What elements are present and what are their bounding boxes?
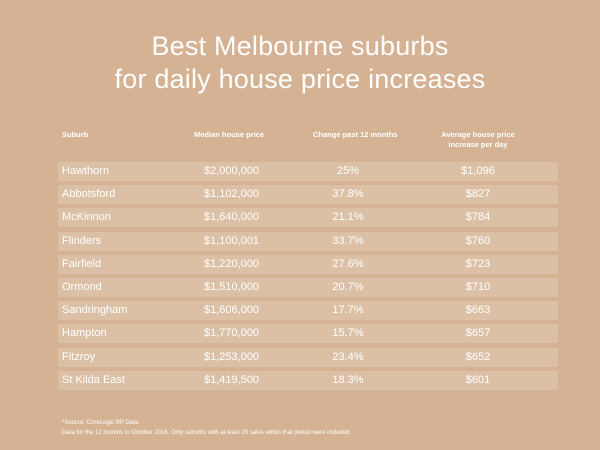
cell-avg-increase: $710: [465, 280, 491, 293]
cell-suburb: Ormond: [62, 280, 102, 293]
header-avg-line-2: increase per day: [448, 140, 508, 149]
cell-suburb: McKinnon: [62, 211, 111, 224]
header-median-price: Median house price: [194, 130, 265, 139]
cell-median-price: $1,510,000: [204, 280, 260, 293]
cell-change: 18.3%: [332, 373, 364, 386]
cell-median-price: $1,100,001: [204, 234, 260, 247]
table-row: Ormond $1,510,000 20.7% $710: [58, 277, 558, 297]
cell-median-price: $1,640,000: [204, 211, 260, 224]
table-row: Hawthorn $2,000,000 25% $1,096: [58, 162, 558, 181]
cell-median-price: $1,220,000: [204, 257, 260, 270]
cell-suburb: Abbotsford: [62, 188, 116, 201]
title-line-1: Best Melbourne suburbs: [151, 31, 449, 61]
footnote-note: Data for the 12 months to October 2016. …: [62, 430, 352, 436]
cell-suburb: Sandringham: [62, 304, 128, 317]
table-row: McKinnon $1,640,000 21.1% $784: [58, 208, 558, 228]
cell-avg-increase: $657: [465, 327, 491, 340]
table-row: Flinders $1,100,001 33.7% $760: [58, 231, 558, 251]
cell-median-price: $2,000,000: [204, 165, 260, 177]
suburb-table: Suburb Median house price Change past 12…: [58, 128, 558, 390]
cell-change: 15.7%: [332, 327, 364, 340]
cell-avg-increase: $827: [465, 188, 491, 201]
cell-suburb: Fairfield: [62, 257, 102, 270]
cell-avg-increase: $652: [465, 350, 491, 363]
table-row: Fitzroy $1,253,000 23.4% $652: [58, 347, 558, 367]
cell-change: 23.4%: [332, 350, 364, 363]
title-line-2: for daily house price increases: [114, 64, 486, 94]
footnote-source: *Source: CoreLogic RP Data: [62, 420, 139, 426]
cell-avg-increase: $663: [465, 304, 491, 317]
table-row: St Kilda East $1,419,500 18.3% $601: [58, 370, 558, 390]
table-body: Hawthorn $2,000,000 25% $1,096 Abbotsford $1,…: [58, 162, 558, 394]
header-avg-line-1: Average house price: [441, 130, 515, 139]
cell-change: 37.8%: [332, 188, 364, 201]
cell-avg-increase: $1,096: [461, 165, 495, 177]
cell-change: 20.7%: [332, 280, 364, 293]
footnote: *Source: CoreLogic RP Data Data for the …: [62, 418, 582, 438]
cell-median-price: $1,770,000: [204, 327, 260, 340]
table-row: Sandringham $1,606,000 17.7% $663: [58, 301, 558, 321]
cell-avg-increase: $760: [465, 234, 491, 247]
table-row: Abbotsford $1,102,000 37.8% $827: [58, 185, 558, 205]
cell-change: 17.7%: [332, 304, 364, 317]
cell-suburb: St Kilda East: [62, 373, 125, 386]
cell-change: 33.7%: [332, 234, 364, 247]
cell-suburb: Fitzroy: [62, 350, 95, 363]
cell-median-price: $1,606,000: [204, 304, 260, 317]
table-header: Suburb Median house price Change past 12…: [58, 128, 558, 160]
header-suburb: Suburb: [62, 130, 89, 139]
cell-avg-increase: $601: [465, 373, 491, 386]
cell-change: 21.1%: [332, 211, 364, 224]
cell-avg-increase: $784: [465, 211, 491, 224]
cell-median-price: $1,253,000: [204, 350, 260, 363]
cell-median-price: $1,102,000: [204, 188, 260, 201]
cell-suburb: Hawthorn: [62, 165, 110, 177]
cell-avg-increase: $723: [465, 257, 491, 270]
header-avg-increase: Average house price increase per day: [418, 130, 538, 150]
cell-suburb: Flinders: [62, 234, 102, 247]
header-change: Change past 12 months: [313, 130, 398, 139]
page-title: Best Melbourne suburbs for daily house p…: [0, 30, 600, 96]
cell-change: 27.6%: [332, 257, 364, 270]
table-row: Fairfield $1,220,000 27.6% $723: [58, 254, 558, 274]
table-row: Hampton $1,770,000 15.7% $657: [58, 324, 558, 344]
cell-median-price: $1,419,500: [204, 373, 260, 386]
cell-change: 25%: [336, 165, 360, 177]
cell-suburb: Hampton: [62, 327, 107, 340]
